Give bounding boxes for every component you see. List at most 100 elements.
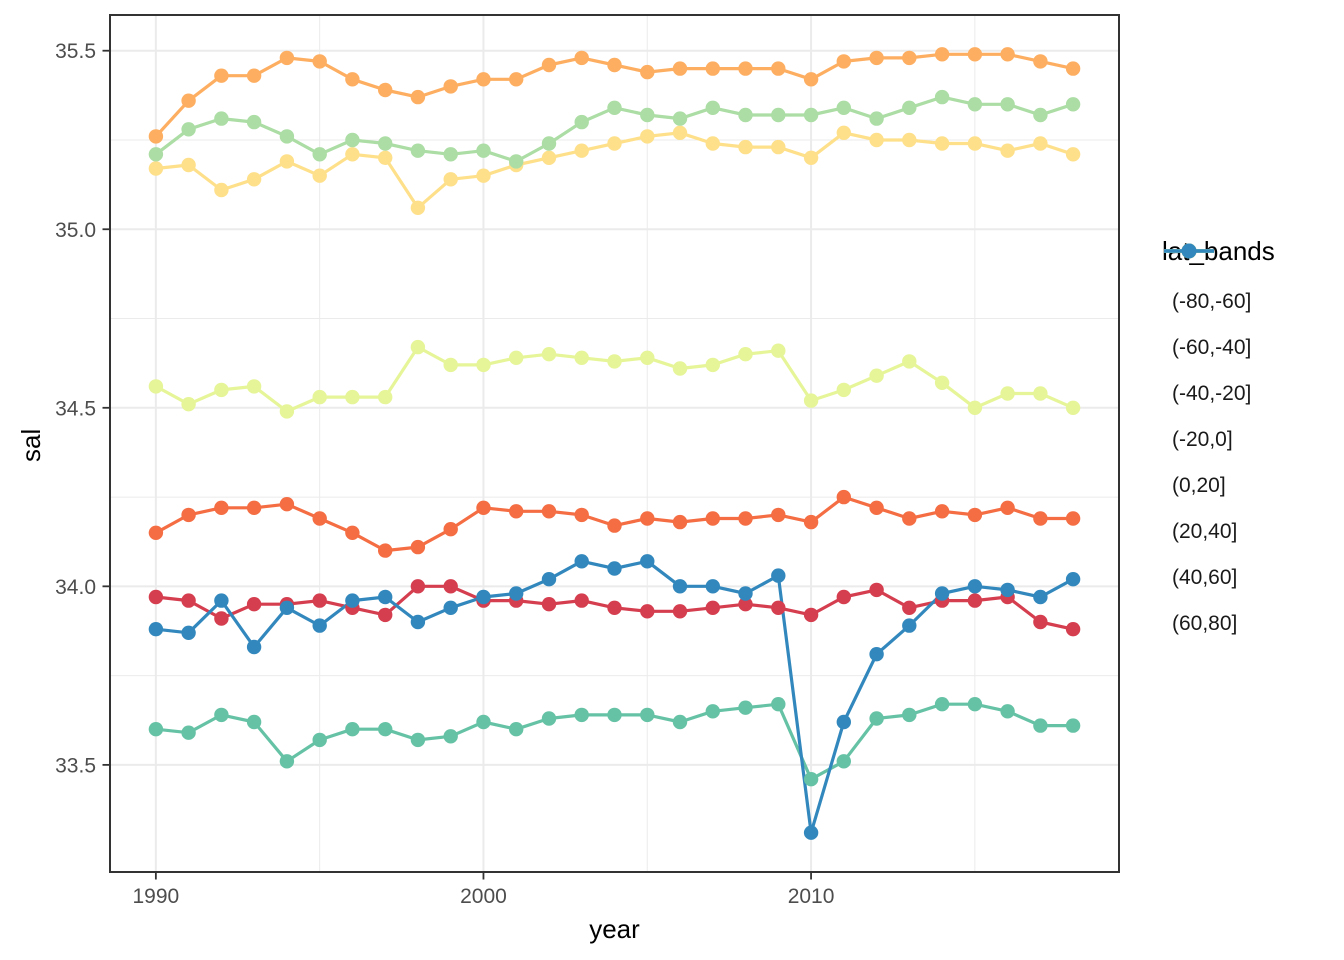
data-point <box>214 68 229 83</box>
legend-entry: (40,60] <box>1162 243 1275 593</box>
data-point <box>312 732 327 748</box>
data-point <box>803 393 819 408</box>
data-point <box>312 389 327 405</box>
data-point <box>148 161 164 176</box>
data-point <box>803 514 819 530</box>
legend-entries: (-80,-60] (-60,-40] (-40,-20] (-20,0] (0,20]… <box>1162 243 1275 639</box>
data-point <box>312 593 327 608</box>
data-point <box>803 107 819 123</box>
data-point <box>312 54 327 69</box>
data-point <box>541 57 557 73</box>
legend-entry-label: (0,20] <box>1172 474 1226 497</box>
data-point <box>574 593 589 608</box>
data-point <box>771 507 786 523</box>
data-point <box>279 600 295 615</box>
data-point <box>541 504 557 519</box>
data-point <box>1065 147 1081 162</box>
data-point <box>443 600 458 615</box>
data-point <box>771 343 786 358</box>
data-point <box>214 707 229 723</box>
data-point <box>541 150 557 165</box>
data-point <box>803 825 819 840</box>
data-point <box>345 132 360 148</box>
data-point <box>574 50 589 66</box>
legend-entry-label: (-80,-60] <box>1172 290 1252 313</box>
data-point <box>672 604 688 619</box>
data-point <box>312 618 327 633</box>
data-point <box>181 725 196 740</box>
data-point <box>640 129 655 144</box>
data-point <box>312 147 327 162</box>
data-point <box>902 511 917 526</box>
data-point <box>476 168 491 183</box>
data-point <box>443 147 458 162</box>
data-point <box>967 97 983 112</box>
data-point <box>509 154 524 169</box>
data-point <box>574 707 589 723</box>
data-point <box>607 600 622 615</box>
data-point <box>181 122 196 137</box>
data-point <box>378 543 393 558</box>
data-point <box>246 597 262 612</box>
data-point <box>672 125 688 140</box>
data-point <box>672 714 688 730</box>
legend-entry: (-40,-20] <box>1162 243 1275 409</box>
data-point <box>345 593 360 608</box>
data-point <box>607 707 622 723</box>
data-point <box>738 61 753 76</box>
data-point <box>705 100 720 116</box>
data-point <box>934 47 950 62</box>
data-point <box>378 607 393 623</box>
data-point <box>607 57 622 73</box>
data-point <box>640 707 655 723</box>
data-point <box>509 72 524 87</box>
legend-entry: (60,80] <box>1162 243 1275 639</box>
data-point <box>443 522 458 537</box>
legend-entry-label: (60,80] <box>1172 612 1238 635</box>
legend-entry: (-20,0] <box>1162 243 1275 455</box>
data-point <box>1000 97 1015 112</box>
data-point <box>771 697 786 712</box>
x-tick-label: 2000 <box>460 885 507 908</box>
data-point <box>803 772 819 787</box>
data-point <box>214 111 229 126</box>
data-point <box>738 511 753 526</box>
data-point <box>705 704 720 719</box>
data-point <box>443 729 458 744</box>
data-point <box>640 64 655 80</box>
data-point <box>836 100 851 116</box>
data-point <box>738 107 753 123</box>
data-point <box>1065 61 1081 76</box>
data-point <box>378 136 393 151</box>
data-point <box>738 700 753 715</box>
data-point <box>869 500 884 515</box>
data-point <box>312 511 327 526</box>
data-point <box>279 497 295 512</box>
y-tick-label: 35.5 <box>55 40 96 63</box>
data-point <box>1000 143 1015 158</box>
legend: lat_bands (-80,-60] (-60,-40] (-40,-20] (-2… <box>1162 236 1275 639</box>
data-point <box>443 172 458 187</box>
legend-entry: (-60,-40] <box>1162 243 1275 363</box>
data-point <box>902 50 917 66</box>
data-point <box>410 539 426 555</box>
y-axis-title: sal <box>16 428 46 462</box>
data-point <box>181 93 196 108</box>
data-point <box>640 511 655 526</box>
data-point <box>1065 622 1081 637</box>
panel-border <box>109 14 1120 873</box>
data-point <box>836 589 851 605</box>
data-point <box>345 147 360 162</box>
data-point <box>476 589 491 605</box>
x-tick-label: 2010 <box>788 885 835 908</box>
data-point <box>148 147 164 162</box>
data-point <box>509 722 524 737</box>
data-point <box>541 711 557 726</box>
data-point <box>378 150 393 165</box>
data-point <box>279 754 295 769</box>
data-point <box>672 111 688 126</box>
y-tick-label: 35.0 <box>55 219 96 242</box>
data-point <box>1065 511 1081 526</box>
